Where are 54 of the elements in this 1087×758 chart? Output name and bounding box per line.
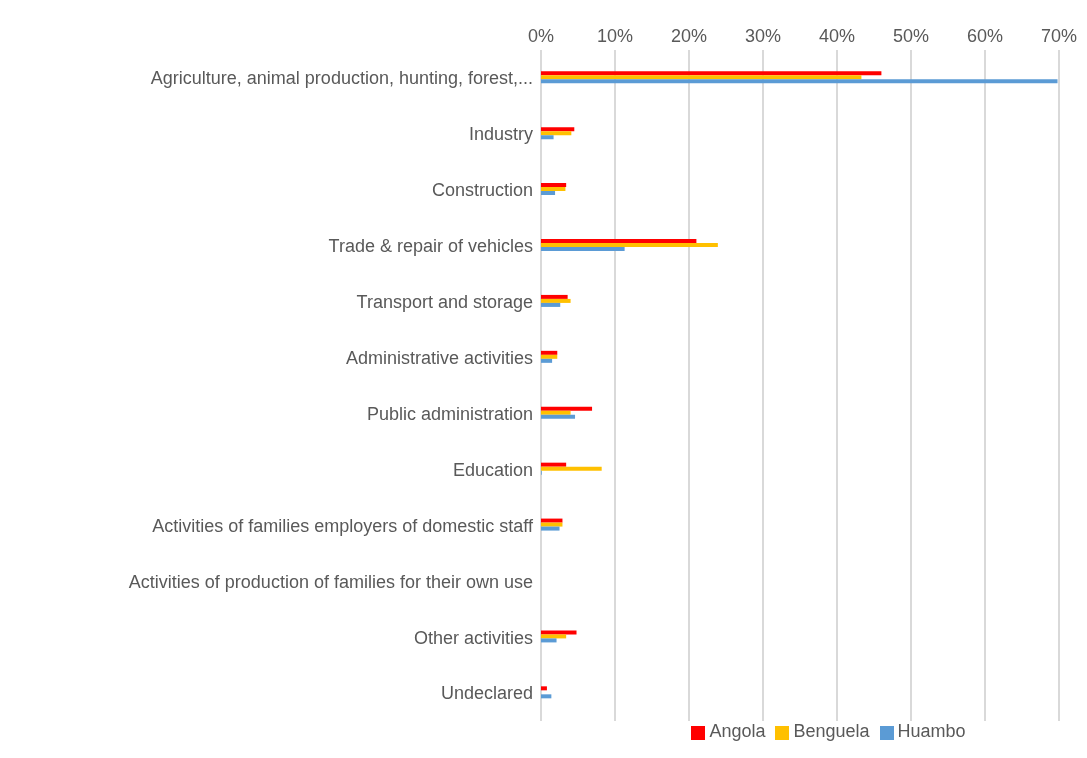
x-tick-label: 60% [966, 26, 1004, 46]
bar [541, 634, 567, 639]
bar [541, 243, 718, 247]
y-tick-label: Transport and storage [356, 292, 533, 313]
x-tick-label: 20% [670, 26, 708, 46]
bar [541, 518, 563, 523]
x-tick-label: 10% [596, 26, 634, 46]
y-tick-label: Agriculture, animal production, hunting, forest,... [150, 68, 533, 89]
bar [541, 406, 593, 411]
bar [541, 239, 697, 243]
bar [541, 522, 563, 527]
x-tick-label: 50% [892, 26, 930, 46]
bar [541, 294, 568, 299]
legend-label: Benguela [793, 721, 870, 741]
y-tick-label: Other activities [413, 627, 533, 648]
y-tick-label: Industry [468, 124, 533, 145]
x-tick-label: 0% [527, 26, 555, 46]
bar [541, 686, 547, 691]
bar [541, 183, 567, 188]
y-tick-label: Education [452, 459, 533, 480]
bar [541, 298, 571, 303]
x-tick-label: 70% [1040, 26, 1078, 46]
y-tick-label: Trade & repair of vehicles [328, 236, 533, 257]
bar [541, 71, 882, 76]
bar [541, 131, 572, 136]
legend-label: Angola [709, 721, 766, 741]
bar [541, 526, 560, 531]
bar [541, 135, 554, 140]
bar [541, 187, 566, 192]
bar [541, 410, 571, 415]
bar [541, 75, 862, 80]
bar [541, 350, 558, 355]
bar [541, 358, 553, 363]
bar [541, 302, 561, 307]
bar [541, 354, 558, 359]
x-tick-label: 30% [744, 26, 782, 46]
y-tick-label: Administrative activities [345, 347, 533, 368]
bar [541, 247, 625, 251]
bar [541, 462, 567, 467]
bar [541, 79, 1058, 84]
y-tick-label: Activities of production of families for their own use [128, 571, 533, 592]
bar [541, 191, 556, 196]
bar [541, 630, 577, 635]
y-tick-label: Construction [431, 180, 533, 201]
y-tick-label: Public administration [366, 403, 533, 424]
bar [541, 127, 575, 132]
bar [541, 466, 602, 471]
bar [541, 638, 557, 643]
legend-label: Huambo [897, 721, 966, 741]
bar [541, 694, 552, 699]
y-tick-label: Activities of families employers of domestic staff [152, 515, 534, 536]
bar [541, 414, 576, 419]
y-tick-label: Undeclared [440, 683, 533, 704]
x-tick-label: 40% [818, 26, 856, 46]
